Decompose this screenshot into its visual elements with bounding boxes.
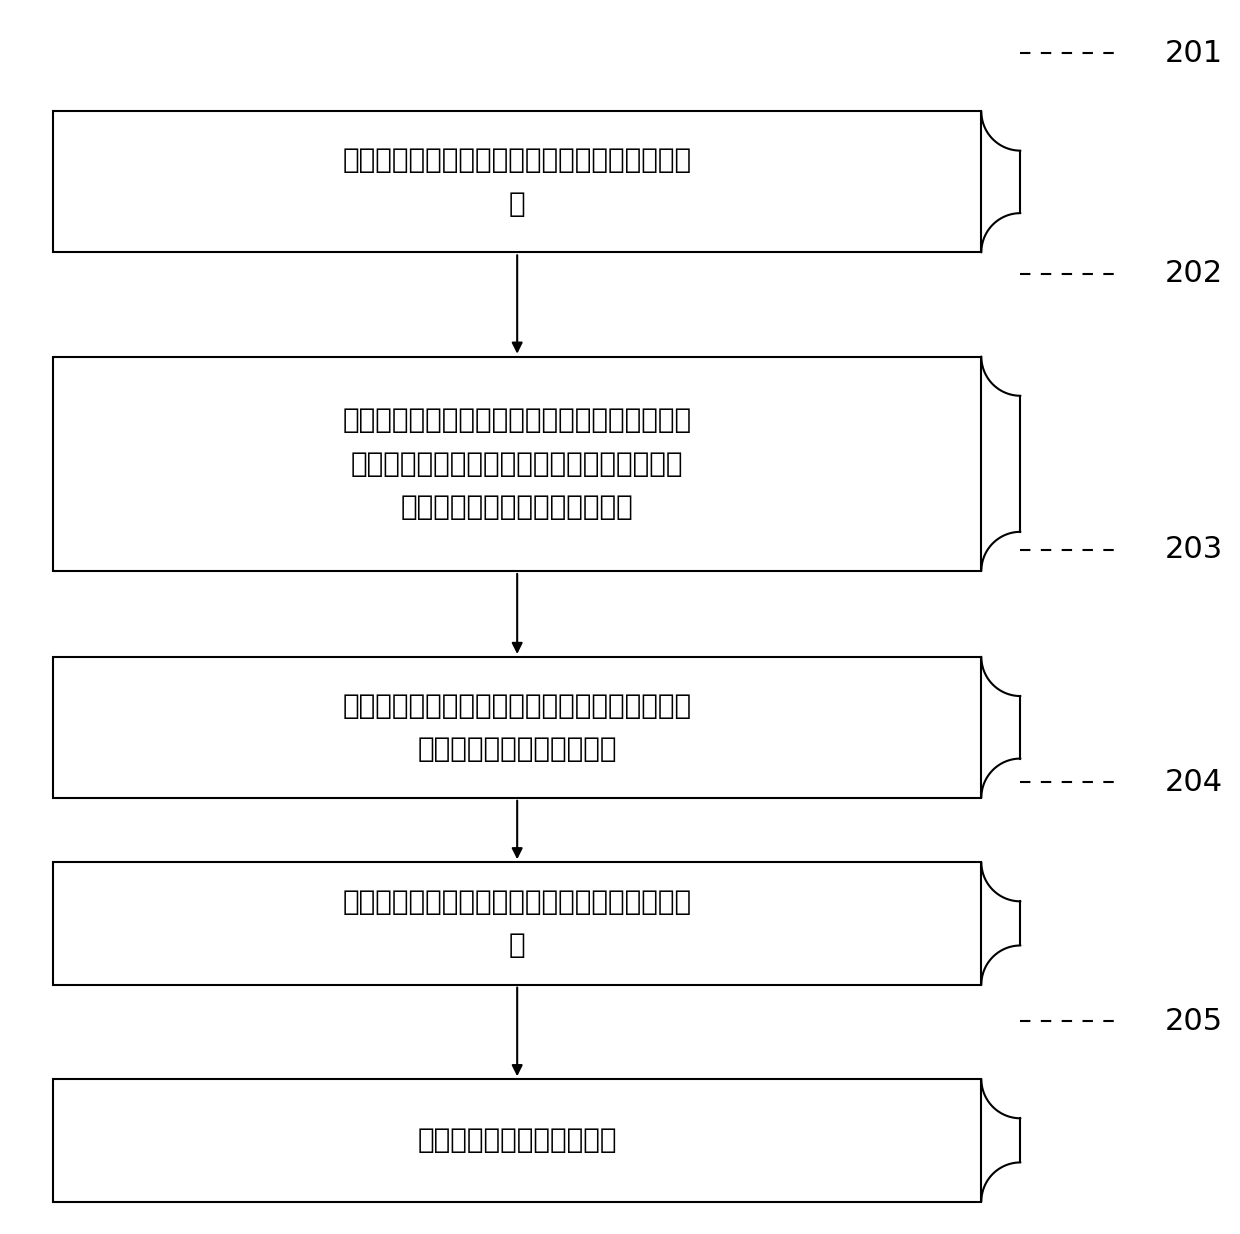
Bar — [53, 357, 981, 571]
Bar — [53, 111, 981, 253]
Text: 护环回置：将所述护环进行回置以将所述护环锁
紧: 护环回置：将所述护环进行回置以将所述护环锁 紧 — [342, 887, 692, 959]
Text: 护环定位：将加热后的所述护环放置到定位小车
上，调运至所述汽轮发电机的转子端部，将所
述护环与所述转子调至转轴同心: 护环定位：将加热后的所述护环放置到定位小车 上，调运至所述汽轮发电机的转子端部，… — [342, 406, 692, 521]
Bar — [53, 863, 981, 985]
Text: 护环热套：利用护环套装液压系统，将所述护环
拉向所述转子本体进行套装: 护环热套：利用护环套装液压系统，将所述护环 拉向所述转子本体进行套装 — [342, 691, 692, 763]
Bar — [53, 1079, 981, 1202]
Bar — [53, 656, 981, 798]
Text: 201: 201 — [1164, 38, 1223, 68]
Text: 205: 205 — [1164, 1007, 1223, 1037]
Text: 护环冷却：将所述护环冷却: 护环冷却：将所述护环冷却 — [418, 1127, 618, 1154]
Text: 202: 202 — [1164, 259, 1223, 289]
Text: 204: 204 — [1164, 768, 1223, 797]
Text: 203: 203 — [1164, 536, 1223, 564]
Text: 护环加热：将所述护环装配上护环夹箍后进行加
热: 护环加热：将所述护环装配上护环夹箍后进行加 热 — [342, 146, 692, 217]
